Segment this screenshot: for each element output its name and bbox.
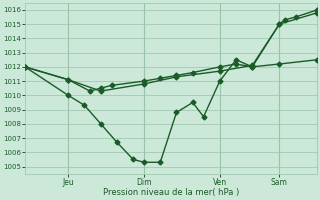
X-axis label: Pression niveau de la mer( hPa ): Pression niveau de la mer( hPa ): [103, 188, 239, 197]
